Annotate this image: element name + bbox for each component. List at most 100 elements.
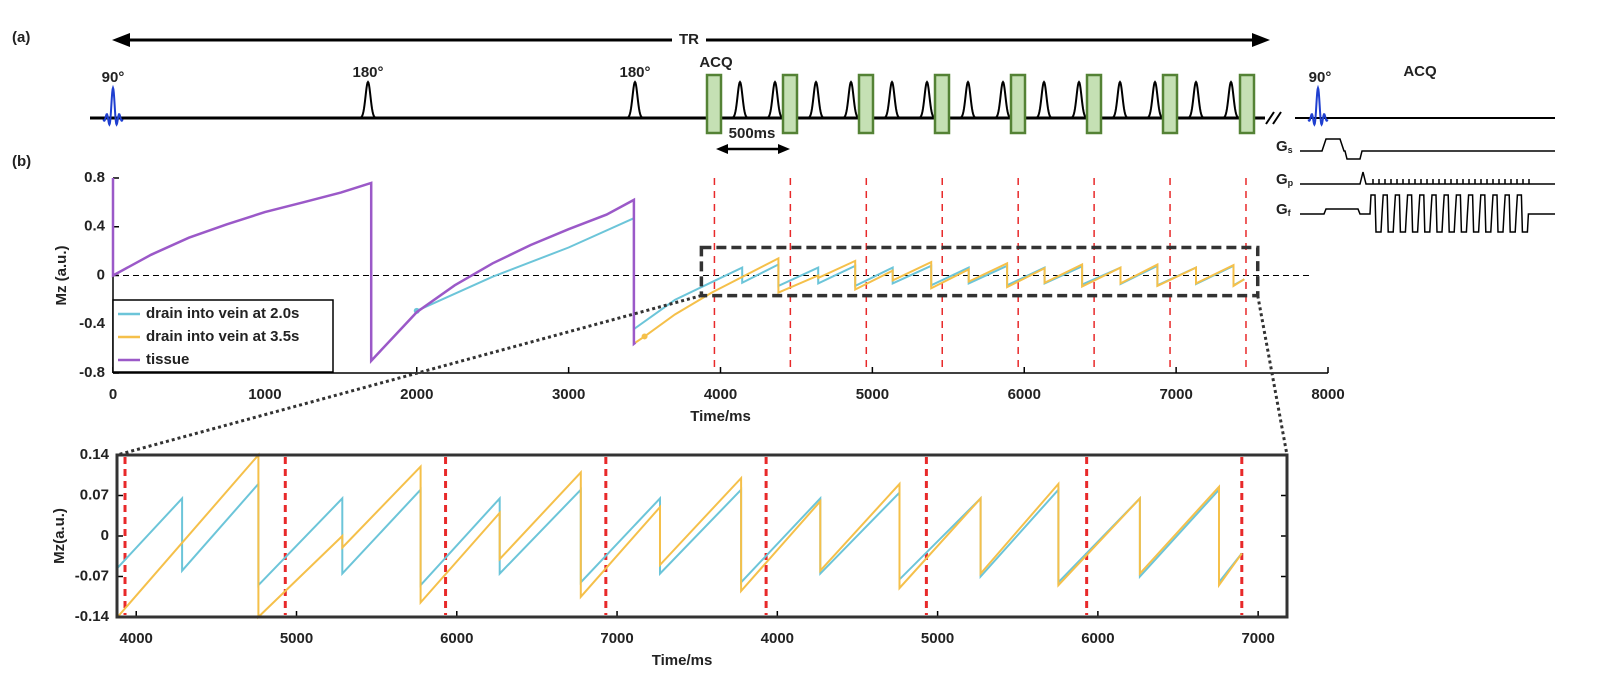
gradient-sub: f [1288, 208, 1292, 218]
arrow-head [112, 33, 130, 47]
label-bg [672, 30, 706, 50]
x-tick-label: 6000 [1008, 386, 1041, 403]
x-tick-label: 7000 [600, 630, 633, 647]
pulse-label: 180° [619, 64, 650, 81]
x-tick-label: 4000 [761, 630, 794, 647]
y-tick-label: 0 [97, 266, 105, 283]
legend-box [112, 299, 334, 373]
series-line [116, 452, 1243, 620]
axis-break [1265, 111, 1275, 125]
pulse-label: 180° [352, 64, 383, 81]
pulse-label: 90° [102, 69, 125, 86]
x-tick-label: 5000 [856, 386, 889, 403]
panel-label: (b) [12, 153, 31, 170]
series-line [634, 256, 1245, 344]
x-tick-label: 2000 [400, 386, 433, 403]
gradient-line [1300, 171, 1555, 185]
rf-pulse-180 [808, 80, 824, 119]
tr-label: TR [679, 31, 699, 48]
y-axis-label: Mz(a.u.) [51, 508, 68, 564]
gradient-base: G [1276, 201, 1288, 218]
arrow-head [716, 144, 728, 154]
y-tick-label: -0.14 [75, 608, 110, 625]
x-tick-label: 4000 [704, 386, 737, 403]
rf-pulse-180 [627, 80, 643, 119]
drain-point [641, 333, 648, 340]
series-line [116, 481, 1243, 588]
y-tick-label: -0.07 [75, 567, 109, 584]
arrow-head [1252, 33, 1270, 47]
rf-pulse-180 [767, 80, 783, 119]
rf-pulse-180 [995, 80, 1011, 119]
rf-pulse-180 [1188, 80, 1204, 119]
series-line [111, 178, 637, 364]
x-tick-label: 8000 [1311, 386, 1344, 403]
acq-window [781, 73, 799, 135]
rf-pulse-180 [884, 80, 900, 119]
x-tick-label: 5000 [921, 630, 954, 647]
rf-pulse-180 [360, 80, 376, 119]
rf-pulse-180 [1147, 80, 1163, 119]
x-tick-label: 7000 [1159, 386, 1192, 403]
y-tick-label: -0.8 [79, 364, 105, 381]
gradient-base: G [1276, 171, 1288, 188]
y-tick-label: 0.4 [84, 218, 106, 235]
acq-window [1238, 73, 1256, 135]
acq-label: ACQ [1403, 63, 1437, 80]
rf-pulse-180 [919, 80, 935, 119]
rf-pulse-180 [843, 80, 859, 119]
gradient-base: G [1276, 138, 1288, 155]
acq-label: ACQ [699, 54, 733, 71]
rf-pulse-180 [960, 80, 976, 119]
rf-pulse-90 [1307, 84, 1329, 127]
rf-pulse-180 [732, 80, 748, 119]
gradient-label: Gf [1276, 201, 1292, 218]
acq-window [933, 73, 951, 135]
gradient-sub: s [1288, 145, 1293, 155]
x-tick-label: 1000 [248, 386, 281, 403]
zoom-connector [1256, 295, 1289, 456]
plot-frame [115, 453, 1289, 619]
y-tick-label: 0.8 [84, 169, 105, 186]
x-tick-label: 6000 [1081, 630, 1114, 647]
x-axis-label: Time/ms [690, 408, 751, 425]
gradient-label: Gp [1276, 171, 1294, 188]
gradient-sub: p [1288, 178, 1294, 188]
acq-window [705, 73, 723, 135]
zoom-box [699, 245, 1260, 298]
y-tick-label: -0.4 [79, 315, 106, 332]
rf-pulse-180 [1036, 80, 1052, 119]
rf-pulse-180 [1223, 80, 1239, 119]
x-tick-label: 6000 [440, 630, 473, 647]
zoom-connector [116, 294, 702, 457]
x-tick-label: 0 [109, 386, 117, 403]
gradient-label: Gs [1276, 138, 1293, 155]
legend-label: drain into vein at 3.5s [146, 328, 299, 345]
x-tick-label: 3000 [552, 386, 585, 403]
rf-pulse-180 [1112, 80, 1128, 119]
rf-pulse-90 [102, 84, 124, 127]
x-tick-label: 5000 [280, 630, 313, 647]
spacing-label: 500ms [729, 125, 776, 142]
legend-label: drain into vein at 2.0s [146, 305, 299, 322]
panel-label: (a) [12, 29, 30, 46]
acq-window [857, 73, 875, 135]
y-axis-label: Mz (a.u.) [53, 246, 70, 306]
acq-window [1009, 73, 1027, 135]
y-tick-label: 0 [101, 527, 109, 544]
x-tick-label: 7000 [1241, 630, 1274, 647]
x-tick-label: 4000 [120, 630, 153, 647]
gradient-line [1300, 138, 1555, 160]
gradient-line [1300, 194, 1555, 233]
rf-pulse-180 [1071, 80, 1087, 119]
y-tick-label: 0.14 [80, 446, 110, 463]
pulse-label: 90° [1309, 69, 1332, 86]
acq-window [1085, 73, 1103, 135]
y-tick-label: 0.07 [80, 486, 109, 503]
acq-window [1161, 73, 1179, 135]
legend: drain into vein at 2.0s drain into vein a… [112, 299, 334, 373]
axis-break [1272, 111, 1282, 125]
legend-label: tissue [146, 351, 189, 368]
